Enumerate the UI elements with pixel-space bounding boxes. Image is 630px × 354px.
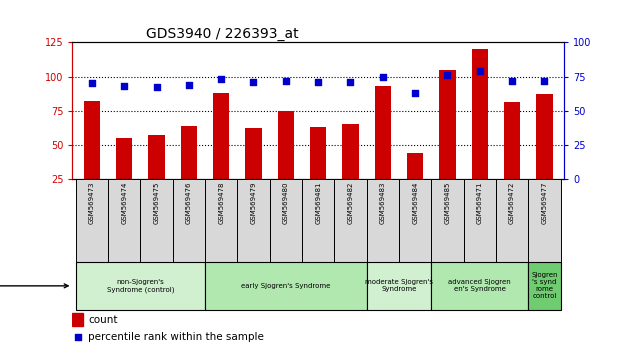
Bar (116, 138, 132, 213)
Point (281, 78, 291, 84)
Text: advanced Sjogren
en's Syndrome: advanced Sjogren en's Syndrome (449, 279, 511, 292)
Bar (72, 313, 83, 326)
Text: GSM569471: GSM569471 (477, 181, 483, 224)
Text: GSM569472: GSM569472 (509, 181, 515, 224)
Point (73, 335, 83, 340)
Bar (529, 179, 561, 262)
Text: GSM569473: GSM569473 (89, 181, 95, 224)
Text: GSM569475: GSM569475 (154, 181, 159, 224)
Bar (270, 179, 302, 262)
Text: GSM569483: GSM569483 (380, 181, 386, 224)
Point (539, 78, 549, 84)
Text: percentile rank within the sample: percentile rank within the sample (88, 332, 264, 342)
Bar (342, 124, 358, 213)
Bar (302, 179, 335, 262)
Bar (246, 129, 261, 213)
Bar (367, 179, 399, 262)
Point (216, 76, 226, 82)
Text: GSM569479: GSM569479 (251, 181, 256, 224)
Bar (529, 262, 561, 310)
Point (248, 79, 258, 85)
Bar (407, 153, 423, 213)
Bar (399, 179, 432, 262)
Point (378, 74, 388, 79)
Point (313, 79, 323, 85)
Bar (375, 86, 391, 213)
Text: Sjogren
's synd
rome
control: Sjogren 's synd rome control (531, 272, 558, 299)
Text: GSM569484: GSM569484 (412, 181, 418, 224)
Bar (205, 262, 367, 310)
Text: GSM569476: GSM569476 (186, 181, 192, 224)
Text: GSM569474: GSM569474 (121, 181, 127, 224)
Bar (140, 179, 173, 262)
Bar (149, 135, 164, 213)
Bar (504, 102, 520, 213)
Bar (238, 179, 270, 262)
Point (345, 79, 355, 85)
Point (507, 78, 517, 84)
Bar (496, 179, 529, 262)
Point (151, 85, 161, 90)
Bar (335, 179, 367, 262)
Bar (173, 179, 205, 262)
Point (87, 81, 97, 86)
Text: count: count (88, 315, 118, 325)
Bar (536, 94, 553, 213)
Bar (213, 93, 229, 213)
Text: GSM569477: GSM569477 (541, 181, 547, 224)
Bar (432, 179, 464, 262)
Text: GDS3940 / 226393_at: GDS3940 / 226393_at (146, 28, 299, 41)
Point (119, 83, 129, 89)
Text: GSM569485: GSM569485 (445, 181, 450, 224)
Point (475, 68, 485, 74)
Bar (108, 179, 140, 262)
Text: GSM569480: GSM569480 (283, 181, 289, 224)
Text: non-Sjogren's
Syndrome (control): non-Sjogren's Syndrome (control) (106, 279, 174, 293)
Bar (76, 179, 108, 262)
Text: moderate Sjogren's
Syndrome: moderate Sjogren's Syndrome (365, 279, 433, 292)
Bar (84, 101, 100, 213)
Text: GSM569482: GSM569482 (348, 181, 353, 224)
Bar (439, 70, 455, 213)
Bar (76, 262, 205, 310)
Bar (310, 127, 326, 213)
Bar (367, 262, 432, 310)
Bar (464, 179, 496, 262)
Bar (472, 49, 488, 213)
Point (442, 72, 452, 78)
Text: GSM569481: GSM569481 (315, 181, 321, 224)
Bar (181, 126, 197, 213)
Point (184, 82, 194, 87)
Point (410, 90, 420, 96)
Bar (278, 110, 294, 213)
Bar (205, 179, 238, 262)
Bar (432, 262, 529, 310)
Text: GSM569478: GSM569478 (218, 181, 224, 224)
Text: disease state: disease state (0, 281, 68, 291)
Text: early Sjogren's Syndrome: early Sjogren's Syndrome (241, 283, 331, 289)
